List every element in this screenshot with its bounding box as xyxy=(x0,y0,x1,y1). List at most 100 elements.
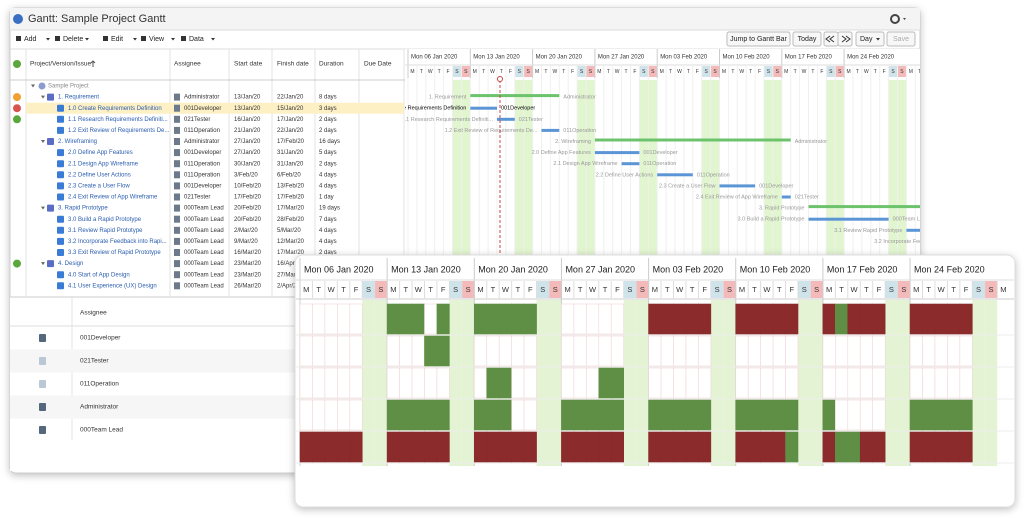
allocation-cell xyxy=(785,399,799,431)
finish-date: 2/Apr/20 xyxy=(277,283,300,289)
summary-bar[interactable] xyxy=(808,205,1024,209)
task-name[interactable]: 4. Design xyxy=(58,261,83,267)
column-header[interactable]: Assignee xyxy=(174,61,201,68)
next-button[interactable] xyxy=(837,31,853,47)
week-label: Mon 17 Feb 2020 xyxy=(827,264,898,274)
allocation-cell xyxy=(660,335,674,367)
column-header[interactable]: Duration xyxy=(319,61,344,68)
task-bar[interactable] xyxy=(541,128,560,132)
allocation-cell xyxy=(486,367,500,399)
task-name[interactable]: 3. Rapid Prototype xyxy=(58,206,108,212)
scale-select[interactable] xyxy=(855,31,885,47)
task-name[interactable]: 3.0 Build a Rapid Prototype xyxy=(68,217,142,223)
avatar xyxy=(174,215,180,223)
task-name[interactable]: 1. Requirement xyxy=(58,95,99,101)
finish-date: 15/Jan/20 xyxy=(277,106,304,112)
toolbar-button[interactable]: Edit xyxy=(111,36,123,43)
toolbar-button[interactable]: Add xyxy=(24,36,37,43)
allocation-cell xyxy=(685,303,699,335)
task-name[interactable]: 4.0 Start of App Design xyxy=(68,272,130,278)
day-letter: S xyxy=(838,69,842,75)
column-header[interactable]: Due Date xyxy=(364,61,392,68)
jump-button[interactable] xyxy=(726,31,791,47)
save-button[interactable] xyxy=(886,31,916,47)
day-letter: T xyxy=(731,69,734,75)
task-bar[interactable] xyxy=(657,173,693,177)
today-button[interactable] xyxy=(792,31,822,47)
task-bar[interactable] xyxy=(808,217,889,221)
allocation-cell xyxy=(959,303,973,335)
allocation-cell xyxy=(312,335,326,367)
task-bar[interactable] xyxy=(497,117,515,121)
task-name[interactable]: 3.2 Incorporate Feedback into Rapi... xyxy=(68,239,167,245)
task-name[interactable]: 1.2 Exit Review of Requirements De... xyxy=(68,128,170,134)
task-name[interactable]: 2.1 Design App Wireframe xyxy=(68,161,139,167)
save-button-label[interactable]: Save xyxy=(893,36,909,43)
day-letter: M xyxy=(597,69,601,75)
settings-icon[interactable] xyxy=(890,14,900,24)
column-header[interactable]: Project/Version/Issue xyxy=(30,61,91,68)
today-marker xyxy=(497,76,503,82)
expander[interactable] xyxy=(31,84,35,88)
task-bar[interactable] xyxy=(969,240,1005,243)
task-name[interactable]: 2.3 Create a User Flow xyxy=(68,183,130,189)
finish-date: 17/Jan/20 xyxy=(277,117,304,123)
expander[interactable] xyxy=(41,140,45,143)
bar-label: 1.1 Research Requirements Definiti... xyxy=(402,117,494,123)
task-bar[interactable] xyxy=(719,184,756,188)
task-name[interactable]: 2.0 Define App Features xyxy=(68,150,133,156)
allocation-cell xyxy=(411,431,425,463)
task-bar[interactable] xyxy=(470,106,497,110)
allocation-cell xyxy=(424,431,438,463)
task-name[interactable]: 3.3 Exit Review of Rapid Prototype xyxy=(68,250,161,256)
task-bar[interactable] xyxy=(621,162,640,166)
toolbar-button[interactable]: Data xyxy=(189,36,204,43)
expander[interactable] xyxy=(41,95,45,99)
today-button-label[interactable]: Today xyxy=(798,36,817,43)
week-label: Mon 13 Jan 2020 xyxy=(473,55,520,61)
column-header[interactable]: Finish date xyxy=(277,61,309,68)
task-name[interactable]: 2.2 Define User Actions xyxy=(68,172,131,178)
day-letter: F xyxy=(447,69,450,75)
toolbar-button[interactable]: View xyxy=(149,36,165,43)
week-label: Mon 06 Jan 2020 xyxy=(411,55,458,61)
toolbar-icon xyxy=(141,36,146,41)
bar-assignee: 021Tester xyxy=(795,194,819,200)
allocation-cell xyxy=(399,303,413,335)
task-bar[interactable] xyxy=(594,151,640,155)
toolbar-caret xyxy=(133,38,137,41)
day-letter: T xyxy=(603,285,608,294)
task-name[interactable]: 2.4 Exit Review of App Wireframe xyxy=(68,195,158,201)
start-date: 20/Feb/20 xyxy=(234,217,262,223)
weekend-header xyxy=(623,281,637,298)
day-letter: W xyxy=(850,285,858,294)
day-letter: T xyxy=(665,285,670,294)
day-letter: T xyxy=(516,285,521,294)
day-letter: T xyxy=(864,285,869,294)
expander[interactable] xyxy=(41,206,45,210)
allocation-cell xyxy=(337,431,351,463)
task-name[interactable]: 2. Wireframing xyxy=(58,139,97,145)
task-bar[interactable] xyxy=(781,195,791,199)
task-name[interactable]: 1.1 Research Requirements Definiti... xyxy=(68,117,168,123)
jump-button-label[interactable]: Jump to Gantt Bar xyxy=(730,36,787,43)
allocation-cell xyxy=(872,399,886,431)
scale-label[interactable]: Day xyxy=(860,36,873,43)
task-name[interactable]: 1.0 Create Requirements Definition xyxy=(68,106,162,112)
allocation-cell xyxy=(436,431,450,463)
allocation-cell xyxy=(386,431,400,463)
bar-assignee: 001Developer xyxy=(643,150,677,156)
row-icon xyxy=(57,226,64,234)
column-header[interactable]: Start date xyxy=(234,61,263,68)
row-icon xyxy=(57,237,64,245)
allocation-cell xyxy=(424,303,438,335)
toolbar-button[interactable]: Delete xyxy=(63,36,83,43)
allocation-cell xyxy=(909,335,923,367)
task-name[interactable]: 3.1 Review Rapid Prototype xyxy=(68,228,143,234)
summary-bar[interactable] xyxy=(594,138,791,142)
expander[interactable] xyxy=(41,262,45,266)
task-bar[interactable] xyxy=(906,228,942,232)
summary-bar[interactable] xyxy=(470,94,560,98)
task-name[interactable]: 4.1 User Experience (UX) Design xyxy=(68,283,157,289)
resource-row-bg xyxy=(10,395,300,419)
